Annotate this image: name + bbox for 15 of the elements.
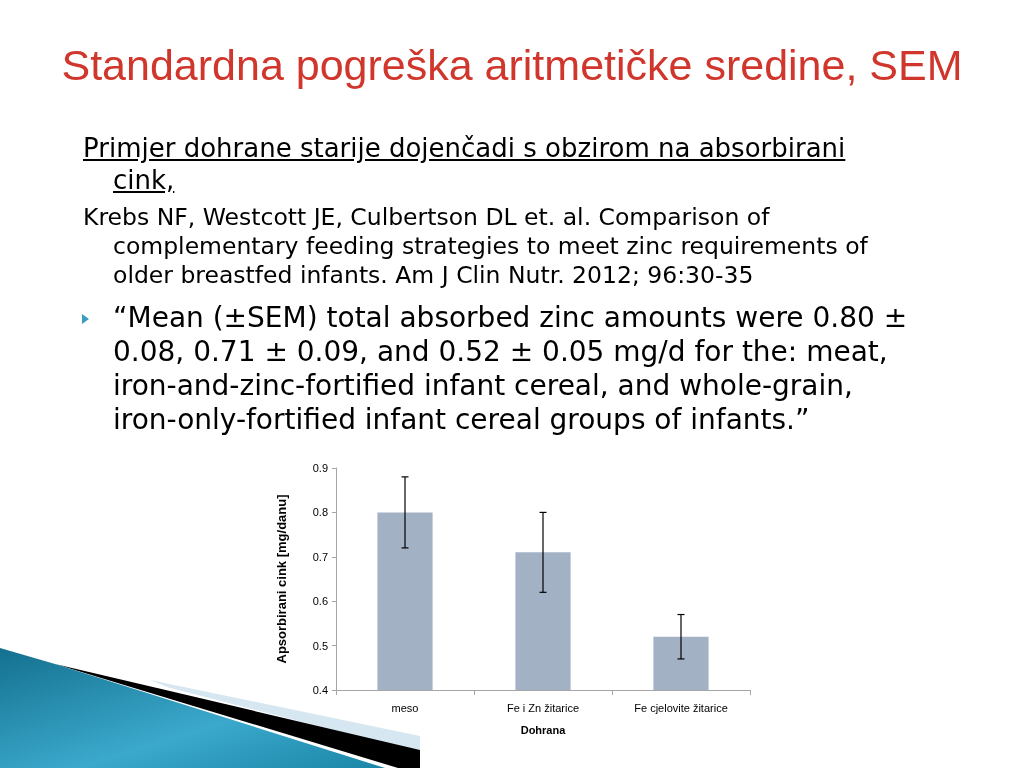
chart-subtitle: Primjer dohrane starije dojenčadi s obzirom na absorbirani cink, <box>83 132 847 196</box>
y-tick-label: 0.9 <box>312 462 328 474</box>
y-tick-label: 0.8 <box>312 506 328 519</box>
y-tick-label: 0.7 <box>312 550 328 563</box>
x-tick-label: Fe cjelovite žitarice <box>634 701 728 714</box>
chart-title: Standardna pogreška aritmetičke sredine, SEM <box>60 40 964 91</box>
x-tick-label: Fe i Zn žitarice <box>506 701 580 714</box>
y-tick-label: 0.5 <box>312 639 328 652</box>
x-tick-label: meso <box>391 701 419 714</box>
x-axis-title: Dohrana <box>520 723 567 736</box>
text: Krebs NF, Westcott JE, Culbertson DL et. al. Comparison of complementary feeding strategies to meet zinc requirements of older breastfed infants. Am J Clin Nutr. 2012; 96:30-35 <box>83 203 870 290</box>
y-tick-label: 0.4 <box>312 684 328 696</box>
text: “Mean (±SEM) total absorbed zinc amounts were 0.80 ± 0.08, 0.71 ± 0.09, and 0.52 ± 0.05 mg/d for the: meat, iron-and-zinc-fortified infant cereal, and whole-grain, iron-only-fortified infant cereal groups of infants.” <box>113 301 909 437</box>
y-axis-title: Apsorbirani cink [mg/danu] <box>274 494 289 664</box>
y-tick-label: 0.6 <box>312 595 328 608</box>
